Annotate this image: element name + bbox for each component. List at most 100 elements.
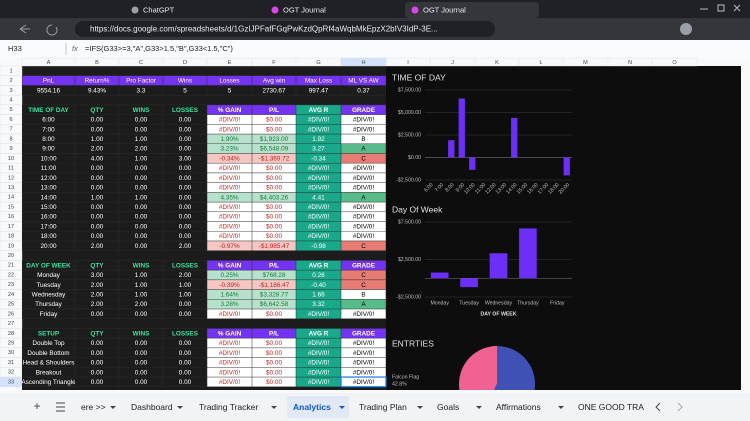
table-cell: 0.00 [75,211,119,222]
cell-text: 3.00 [179,155,192,162]
scroll-left[interactable] [655,402,661,412]
cell-background [163,114,207,125]
cell-background [296,143,341,154]
cell-text: 2.00 [91,282,104,289]
cell-background [207,172,252,183]
cell-background [341,114,386,125]
table-cell: 0.00 [119,114,163,125]
cell-background [252,182,296,193]
browser-tab[interactable]: OGT Journal [405,2,539,18]
add-sheet[interactable]: + [33,399,40,413]
cell-text: GRADE [352,262,376,269]
back-button[interactable] [19,24,30,34]
reload-button[interactable] [46,24,58,36]
profile[interactable] [680,23,692,35]
cell-text: A [361,194,366,201]
table-cell: $0.00 [252,377,296,387]
cell-text: -0.34 [311,155,326,162]
cell-text: #DIV/0! [308,223,330,230]
cell-background [75,347,119,358]
summary-value: 9.43% [75,85,119,96]
sheet-tab[interactable]: ere >> [75,396,120,418]
cell-background [341,192,386,203]
cell-background [341,143,386,154]
sheet-tab[interactable]: ONE GOOD TRA [572,396,650,418]
cell-background [75,289,119,300]
table-cell: #DIV/0! [296,172,341,183]
cell-background [296,309,341,319]
row-header: 15 [8,204,14,210]
cell-background [75,182,119,193]
table-cell: #DIV/0! [207,357,252,368]
cell-text: #DIV/0! [308,340,330,347]
cell-text: 2730.67 [262,87,286,94]
cell-background [296,289,341,300]
cell-text: #DIV/0! [308,214,330,221]
cell-background [341,231,386,241]
table-cell: 8:00 [22,134,75,144]
y-tick-label: $0.00 [408,155,421,161]
cell-background [207,260,252,271]
table-cell: Thursday [22,299,75,309]
summary-header: Max Loss [296,75,341,86]
sheet-tab[interactable]: Trading Plan [353,396,427,418]
row-header: 2 [9,78,12,84]
sheet-tab[interactable]: Affirmations [490,396,568,418]
table-cell: #DIV/0! [341,172,386,183]
address-bar[interactable] [75,21,495,37]
sheet-tab[interactable]: Trading Tracker [193,396,281,418]
table-cell: 0.00 [163,134,207,144]
cell-background [22,182,75,193]
cell-background [75,309,119,319]
table-cell: C [341,270,386,280]
cell-text: -$1,369.72 [259,155,290,162]
scroll-right[interactable] [677,402,683,412]
column-header: M [583,60,588,66]
cell-text: -$1,985.47 [259,243,290,250]
all-sheets[interactable] [56,402,65,412]
table-cell: 0.25% [207,270,252,280]
cell-background [163,299,207,309]
cell-background [75,163,119,173]
browser-tab[interactable]: OGT Journal [265,2,399,18]
cell-background [163,328,207,339]
cell-text: Double Top [32,340,65,347]
cell-text: QTY [90,262,104,269]
table-cell: $0.00 [252,211,296,222]
table-cell: 0.00 [163,163,207,173]
cell-text: 1.00 [135,282,148,289]
table-cell: 1.00 [119,289,163,300]
table-cell: 0.00 [75,377,119,387]
sheet-tab[interactable]: Analytics [287,396,349,418]
cell-text: 15:00 [41,204,57,211]
sheet-tab-menu [476,406,482,409]
pie-slice [459,346,497,390]
cell-text: 4.35% [220,194,238,201]
row-header: 22 [8,272,14,278]
cell-text: #DIV/0! [353,223,375,230]
table-cell: 3.23% [207,143,252,154]
browser-tab[interactable]: ChatGPT [125,2,259,18]
tab-background [125,2,259,18]
sheet-tab[interactable]: Dashboard [125,396,187,418]
row-header: 10 [8,156,14,162]
name-box[interactable]: H33 [8,44,22,53]
cell-background [163,279,207,290]
cell-text: $1,923.00 [260,136,289,143]
cell-background [207,114,252,125]
cell-text: $0.00 [266,204,282,211]
sheet-tab-background [353,396,427,418]
tab-title: ChatGPT [143,5,175,14]
cell-text: 0.00 [135,223,148,230]
bar [469,157,476,170]
cell-text: C [361,272,366,279]
table-cell: #DIV/0! [341,338,386,348]
cell-background [75,202,119,212]
window-controls[interactable] [700,4,741,12]
table-cell: #DIV/0! [341,124,386,135]
cell-text: Head & Shoulders [23,360,75,367]
cell-text: -0.40 [311,282,326,289]
cell-text: $768.28 [262,272,286,279]
formula[interactable]: =IFS(G33>=3,"A",G33>1.5,"B",G33<1.5,"C") [85,44,233,53]
sheet-tab[interactable]: Goals [431,396,486,418]
